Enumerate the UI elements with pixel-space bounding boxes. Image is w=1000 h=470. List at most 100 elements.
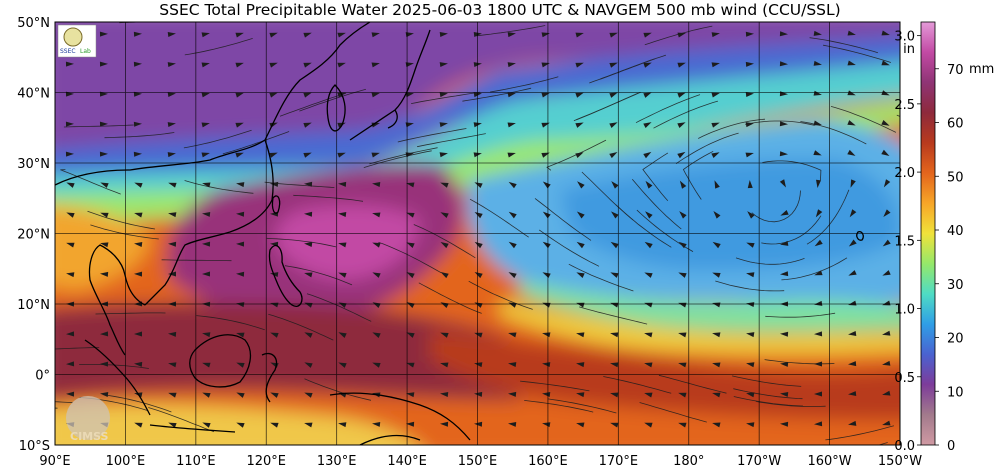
wind-arrow xyxy=(645,211,653,219)
colorbar-mm-unit: mm xyxy=(969,62,994,77)
streamline xyxy=(800,121,867,145)
wind-arrow xyxy=(779,121,788,127)
svg-text:SSEC: SSEC xyxy=(60,48,76,55)
streamline xyxy=(546,139,607,171)
wind-arrow xyxy=(712,241,721,249)
wind-arrow xyxy=(609,152,618,159)
colorbar-mm-label: 60 xyxy=(947,117,964,132)
wind-arrow xyxy=(337,152,346,158)
streamline xyxy=(55,347,100,350)
wind-arrow xyxy=(780,361,789,367)
lat-label: 10°S xyxy=(19,439,50,454)
wind-arrow xyxy=(745,61,754,67)
wind-arrow xyxy=(440,391,449,397)
wind-arrow xyxy=(814,421,823,427)
colorbar-mm-label: 10 xyxy=(947,385,964,400)
wind-arrow xyxy=(270,392,279,398)
wind-arrow xyxy=(712,332,721,338)
wind-arrow xyxy=(270,332,279,338)
cimss-watermark: CIMSS xyxy=(66,396,110,443)
wind-arrow xyxy=(610,272,619,278)
wind-arrow xyxy=(881,60,890,66)
wind-arrow xyxy=(167,32,176,38)
streamline xyxy=(363,150,432,168)
wind-arrow xyxy=(100,331,109,337)
wind-arrow xyxy=(405,32,414,38)
wind-arrow xyxy=(372,362,381,368)
wind-arrow xyxy=(882,420,891,426)
wind-arrow xyxy=(577,181,585,189)
wind-arrow xyxy=(474,362,483,368)
wind-arrow xyxy=(304,211,313,217)
wind-arrow xyxy=(508,181,517,189)
wind-arrow xyxy=(713,210,721,219)
streamline xyxy=(378,241,442,274)
wind-arrow xyxy=(609,62,618,68)
wind-arrow xyxy=(235,32,244,38)
lon-label: 180° xyxy=(673,454,704,469)
wind-arrow xyxy=(645,180,653,189)
wind-arrow xyxy=(814,391,823,397)
wind-arrow xyxy=(542,181,551,189)
streamline xyxy=(222,131,290,155)
lon-label: 160°W xyxy=(807,454,851,469)
wind-arrow xyxy=(609,92,618,98)
wind-arrow xyxy=(507,92,516,98)
wind-arrow xyxy=(167,152,176,158)
wind-arrow xyxy=(100,392,109,397)
wind-arrow xyxy=(644,272,653,278)
wind-arrow xyxy=(372,272,381,278)
map-panel xyxy=(55,22,900,445)
wind-arrow xyxy=(643,151,652,159)
wind-arrow xyxy=(372,182,381,188)
wind-arrow xyxy=(813,90,822,96)
streamline xyxy=(284,265,353,286)
wind-arrow xyxy=(679,211,687,219)
wind-arrow xyxy=(236,241,245,247)
wind-arrow xyxy=(236,392,245,398)
wind-arrow xyxy=(168,422,177,428)
wind-arrow xyxy=(100,182,109,188)
wind-arrow xyxy=(507,62,516,68)
wind-arrow xyxy=(134,182,143,188)
wind-arrow xyxy=(440,362,449,368)
coast-philippines xyxy=(268,245,303,307)
wind-arrow xyxy=(405,122,414,128)
wind-arrow xyxy=(338,332,347,338)
streamline xyxy=(524,400,594,413)
colorbar-inch-label: 0.0 xyxy=(894,439,915,454)
wind-arrow xyxy=(711,92,720,98)
streamline xyxy=(55,411,56,412)
streamline xyxy=(104,132,175,139)
streamline xyxy=(715,280,785,292)
wind-arrow xyxy=(474,241,483,249)
wind-arrow xyxy=(644,392,653,398)
wind-arrow xyxy=(235,62,244,68)
streamline xyxy=(781,257,848,281)
coast-korea xyxy=(326,84,346,132)
colorbar-inch-label: 1.0 xyxy=(894,303,915,318)
wind-arrow xyxy=(677,32,686,38)
wind-arrow xyxy=(133,151,142,157)
wind-arrow xyxy=(813,150,822,156)
streamline xyxy=(732,375,802,387)
wind-arrow xyxy=(610,211,619,219)
lon-label: 110°E xyxy=(176,454,216,469)
streamline xyxy=(698,118,766,139)
colorbar-ramp xyxy=(920,21,936,446)
wind-arrow xyxy=(338,181,347,187)
coast-taiwan xyxy=(271,195,281,214)
streamline xyxy=(576,91,641,121)
wind-arrow xyxy=(134,361,143,367)
streamline xyxy=(568,263,634,292)
streamline xyxy=(418,282,482,314)
field-west-magenta xyxy=(275,204,420,280)
colorbar-inch-label: 2.0 xyxy=(894,166,915,181)
streamline xyxy=(745,120,815,126)
wind-arrow xyxy=(236,302,245,308)
wind-arrow xyxy=(372,421,381,427)
wind-arrow xyxy=(304,242,313,248)
wind-arrow xyxy=(202,332,211,338)
streamline xyxy=(520,380,590,392)
wind-arrow xyxy=(779,179,786,188)
